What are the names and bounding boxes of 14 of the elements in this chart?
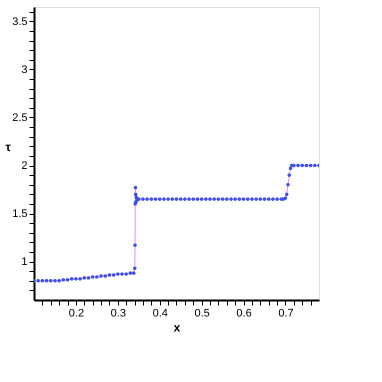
x-tick-label: 0.7 <box>278 308 294 320</box>
y-tick-label: 2.5 <box>12 112 28 124</box>
y-tick-label: 3.5 <box>12 16 28 28</box>
y-tick-label: 1.5 <box>12 208 28 220</box>
y-tick-label: 1 <box>21 256 28 268</box>
x-axis-title: x <box>174 320 181 334</box>
y-axis-title: τ <box>6 140 12 154</box>
y-tick-label: 2 <box>21 160 28 172</box>
x-tick-label: 0.4 <box>152 308 168 320</box>
x-tick-label: 0.6 <box>236 308 252 320</box>
y-tick-label: 3 <box>21 64 28 76</box>
x-tick-label: 0.5 <box>194 308 210 320</box>
x-tick-label: 0.3 <box>110 308 126 320</box>
x-tick-label: 0.2 <box>68 308 84 320</box>
